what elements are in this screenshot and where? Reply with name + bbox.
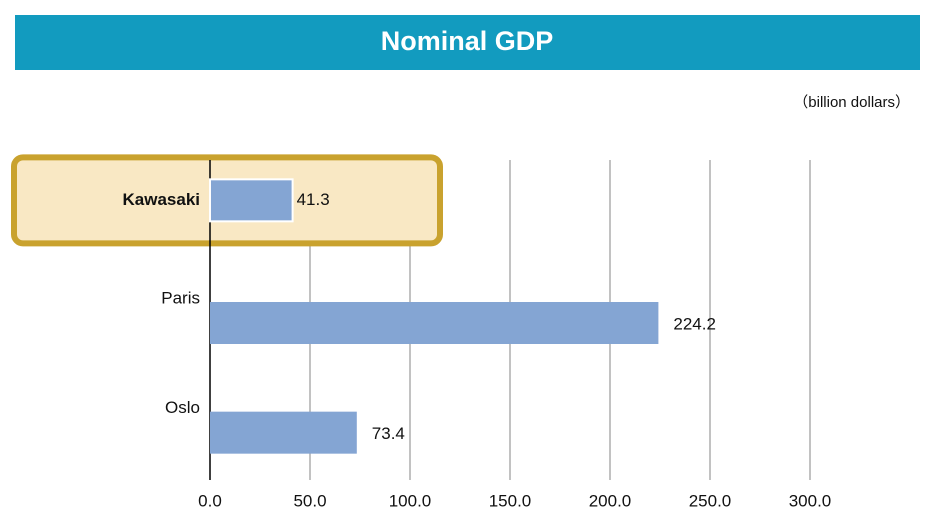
category-label: Paris bbox=[161, 288, 200, 307]
unit-label: （billion dollars） bbox=[793, 94, 910, 111]
x-tick-label: 0.0 bbox=[198, 491, 222, 510]
category-label: Kawasaki bbox=[123, 190, 201, 209]
x-tick-label: 300.0 bbox=[789, 491, 832, 510]
category-label: Oslo bbox=[165, 398, 200, 417]
x-tick-label: 100.0 bbox=[389, 491, 432, 510]
bar bbox=[210, 411, 357, 454]
x-tick-label: 50.0 bbox=[293, 491, 326, 510]
value-label: 224.2 bbox=[673, 314, 716, 333]
title-banner bbox=[15, 15, 920, 70]
x-tick-label: 250.0 bbox=[689, 491, 732, 510]
bar bbox=[209, 178, 294, 223]
value-label: 73.4 bbox=[372, 424, 405, 443]
bar bbox=[210, 302, 659, 344]
value-label: 41.3 bbox=[297, 190, 330, 209]
chart-title: Nominal GDP bbox=[381, 26, 554, 56]
x-tick-label: 150.0 bbox=[489, 491, 532, 510]
x-tick-label: 200.0 bbox=[589, 491, 632, 510]
